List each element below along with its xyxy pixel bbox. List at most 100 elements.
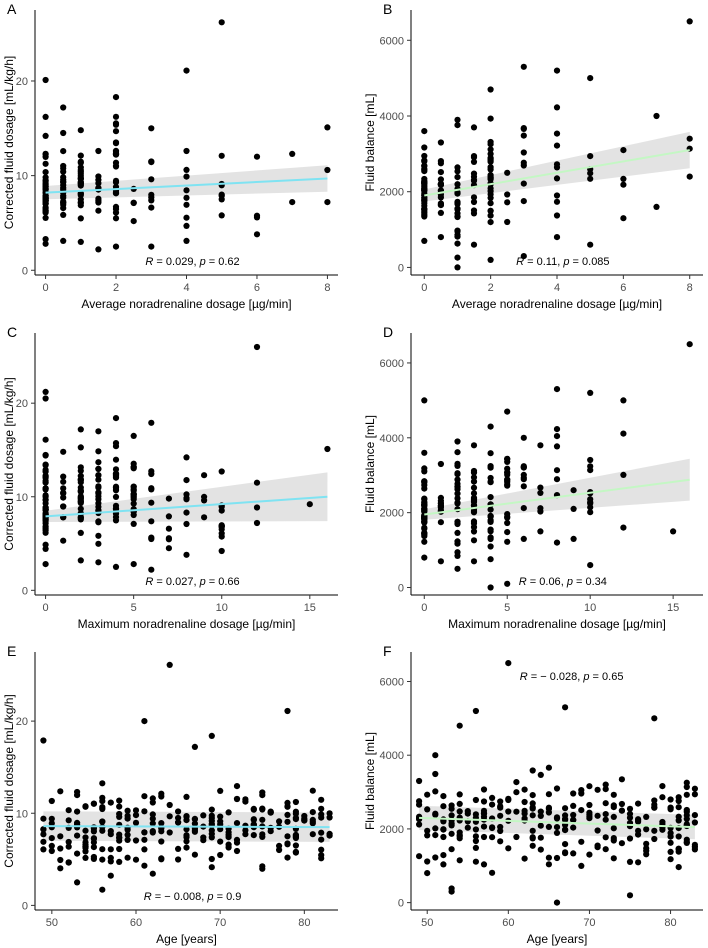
data-point: [454, 565, 461, 572]
data-point: [424, 791, 431, 798]
data-point: [472, 811, 479, 818]
data-point: [99, 856, 106, 863]
data-point: [141, 793, 148, 800]
data-point: [141, 829, 148, 836]
data-point: [112, 140, 120, 147]
data-point: [521, 810, 528, 817]
data-point: [521, 855, 528, 862]
data-point: [74, 879, 81, 886]
data-point: [440, 803, 447, 810]
data-point: [95, 207, 102, 214]
data-point: [472, 796, 479, 804]
data-point: [175, 819, 182, 826]
data-point: [553, 443, 561, 450]
data-point: [42, 452, 49, 459]
data-point: [42, 492, 49, 499]
y-axis-title: Fluid balance [mL]: [363, 93, 377, 191]
data-point: [292, 808, 299, 815]
data-point: [470, 158, 478, 165]
data-point: [545, 823, 553, 831]
data-point: [95, 173, 102, 180]
data-point: [112, 215, 120, 222]
data-point: [570, 487, 577, 494]
data-point: [686, 341, 693, 348]
data-point: [470, 124, 478, 131]
data-point: [578, 787, 585, 794]
separator: ,: [193, 576, 199, 588]
data-point: [99, 818, 106, 825]
y-tick-label: 6000: [380, 35, 404, 47]
data-point: [57, 788, 64, 795]
data-point: [683, 783, 690, 791]
data-point: [292, 798, 299, 806]
data-point: [504, 169, 511, 176]
data-point: [112, 121, 120, 128]
data-point: [487, 556, 494, 563]
data-point: [620, 430, 627, 437]
data-point: [487, 212, 494, 219]
data-point: [82, 854, 89, 862]
panel-letter-f: F: [383, 643, 392, 659]
x-axis-title: Average noradrenaline dosage [µg/min]: [81, 297, 291, 311]
y-axis-title: Fluid balance [mL]: [363, 732, 377, 830]
data-point: [487, 141, 494, 148]
data-point: [520, 535, 527, 543]
data-point: [520, 198, 527, 205]
data-point: [284, 803, 291, 810]
data-point: [553, 104, 561, 111]
data-point: [454, 231, 461, 238]
data-point: [158, 793, 165, 800]
data-point: [95, 559, 102, 566]
data-point: [489, 824, 496, 832]
data-point: [74, 832, 81, 839]
y-tick-label: 0: [22, 265, 28, 277]
data-point: [454, 254, 461, 261]
data-point: [635, 800, 642, 807]
data-point: [670, 528, 677, 535]
data-point: [620, 471, 627, 478]
data-point: [454, 174, 461, 181]
data-point: [40, 846, 47, 853]
data-point: [480, 861, 488, 868]
data-point: [432, 770, 439, 778]
data-point: [112, 128, 120, 135]
data-point: [60, 478, 67, 485]
data-point: [112, 493, 120, 500]
data-point: [77, 159, 84, 166]
r-label: R: [519, 576, 527, 588]
data-point: [570, 790, 577, 797]
x-tick-label: 5: [504, 602, 510, 614]
data-point: [77, 557, 84, 564]
data-point: [148, 499, 155, 506]
data-point: [416, 777, 423, 785]
data-point: [587, 456, 594, 464]
data-point: [537, 812, 544, 820]
data-point: [218, 212, 225, 219]
data-point: [553, 815, 561, 822]
y-tick-label: 20: [16, 398, 28, 410]
data-point: [487, 86, 494, 93]
data-point: [610, 855, 617, 862]
x-tick-label: 2: [488, 282, 494, 294]
data-point: [124, 836, 131, 844]
data-point: [667, 830, 674, 837]
data-point: [570, 535, 577, 543]
data-point: [112, 243, 120, 250]
data-point: [99, 780, 106, 787]
data-point: [521, 798, 528, 806]
data-point: [480, 810, 488, 817]
data-point: [602, 786, 609, 793]
data-point: [520, 483, 527, 490]
data-point: [42, 485, 49, 492]
data-point: [537, 846, 544, 853]
data-point: [141, 718, 148, 725]
data-point: [578, 862, 585, 870]
x-tick-label: 0: [421, 282, 427, 294]
data-point: [651, 827, 658, 834]
data-point: [667, 839, 674, 846]
data-point: [166, 661, 173, 669]
data-point: [602, 816, 609, 823]
data-point: [691, 791, 699, 798]
data-point: [112, 473, 120, 480]
data-point: [112, 484, 120, 491]
